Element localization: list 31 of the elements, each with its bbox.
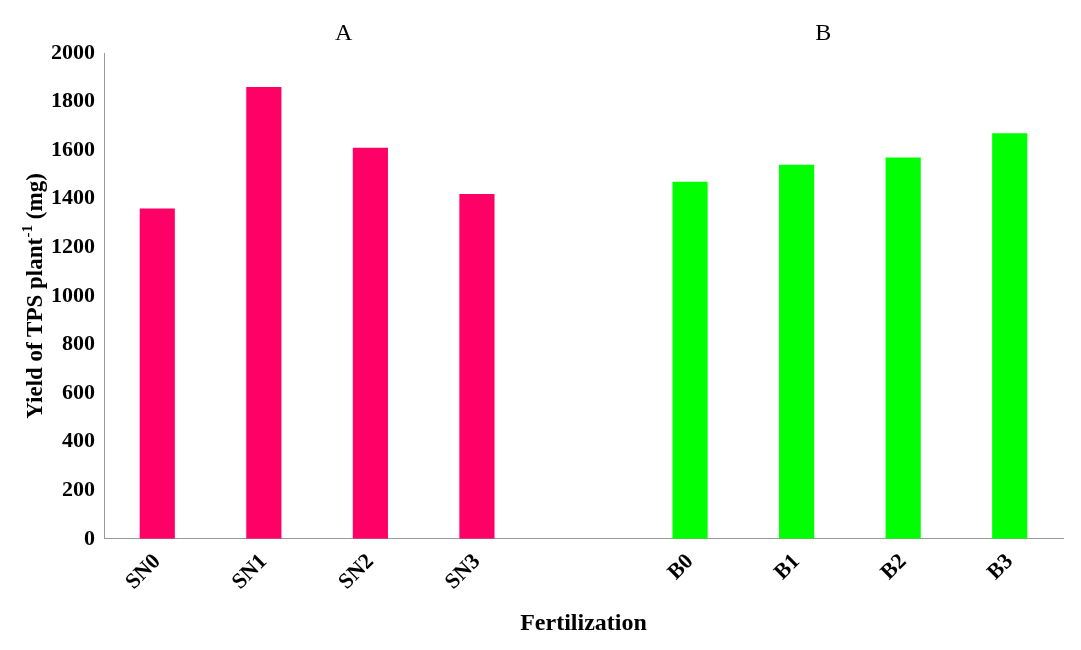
x-tick-label: B0	[661, 548, 698, 584]
x-tick-label: SN1	[226, 548, 272, 594]
y-axis-title: Yield of TPS plant-1 (mg)	[18, 173, 47, 419]
y-tick-label: 1000	[51, 281, 95, 307]
x-tick-label: B2	[874, 548, 911, 584]
y-tick-label: 1600	[51, 135, 95, 161]
y-tick-label: 1800	[51, 87, 95, 113]
y-tick-label: 1400	[51, 184, 95, 210]
y-tick-label: 800	[62, 330, 95, 356]
bar	[352, 147, 388, 539]
bar	[672, 181, 708, 539]
bar	[459, 193, 495, 539]
bar	[779, 164, 815, 539]
x-axis-title: Fertilization	[520, 608, 647, 635]
x-tick-label: B3	[981, 548, 1018, 584]
bar	[139, 208, 175, 539]
y-tick-label: 1200	[51, 233, 95, 259]
x-tick-label: SN2	[332, 548, 378, 594]
x-tick-label: SN0	[119, 548, 165, 594]
bar	[885, 157, 921, 539]
y-tick-label: 0	[84, 524, 95, 550]
bar	[246, 87, 282, 539]
text: A	[335, 19, 354, 46]
y-tick-label: 2000	[51, 38, 95, 64]
x-tick-label: B1	[768, 548, 805, 584]
x-tick-label: SN3	[439, 548, 485, 594]
y-tick-label: 400	[62, 427, 95, 453]
y-tick-label: 200	[62, 475, 95, 501]
y-tick-label: 600	[62, 378, 95, 404]
bar	[992, 133, 1028, 539]
text: B	[815, 19, 832, 46]
